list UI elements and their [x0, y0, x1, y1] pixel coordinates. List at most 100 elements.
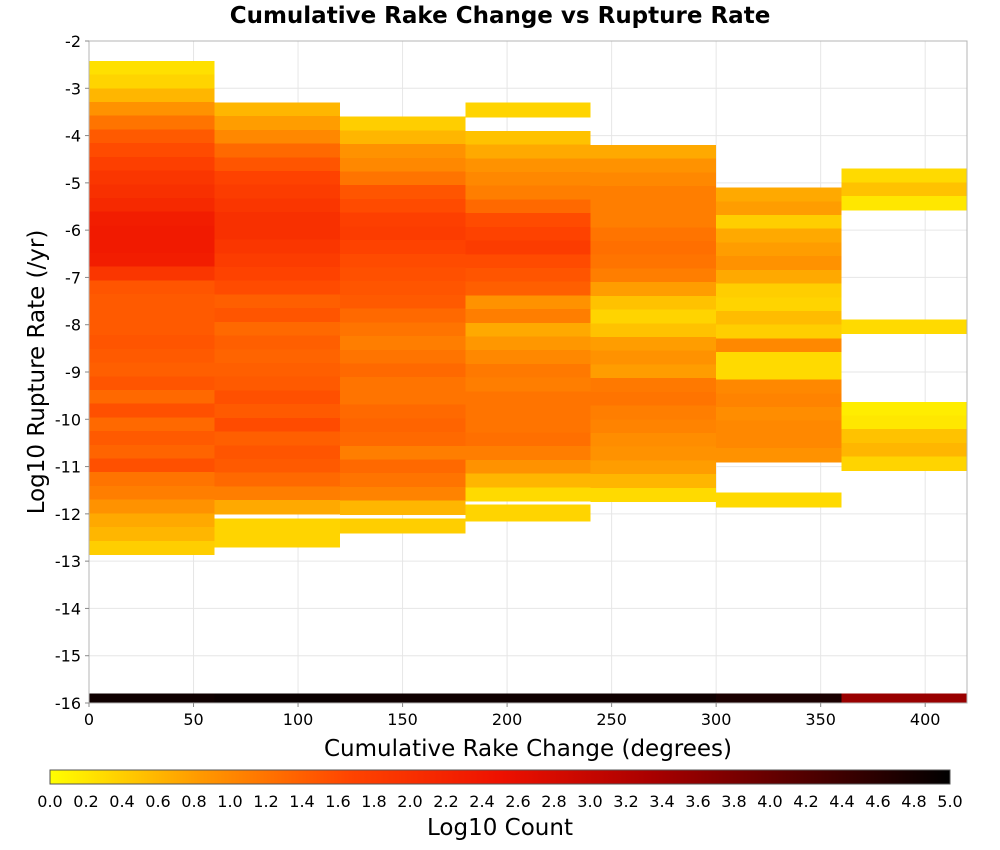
- colorbar-tick-label: 3.2: [613, 792, 638, 811]
- heatmap-cell: [841, 319, 967, 334]
- heatmap-cell: [716, 256, 842, 271]
- y-axis-ticks: -2 -3 -4 -5 -6 -7 -8 -9 -10 -11 -12 -13 -14 -15 -16: [55, 32, 89, 713]
- heatmap-cell: [590, 145, 717, 160]
- heatmap-cell: [214, 184, 340, 200]
- colorbar-tick-label: 4.6: [865, 792, 890, 811]
- heatmap-cell: [841, 168, 967, 183]
- heatmap-cell: [339, 308, 466, 323]
- heatmap-cells: [89, 60, 967, 704]
- heatmap-cell: [339, 473, 466, 488]
- colorbar-tick-label: 1.0: [217, 792, 242, 811]
- colorbar-tick-label: 0.2: [73, 792, 98, 811]
- heatmap-cell: [339, 294, 466, 310]
- heatmap-cell: [89, 540, 215, 556]
- heatmap-cell: [590, 460, 717, 475]
- colorbar-tick-label: 1.6: [325, 792, 350, 811]
- heatmap-cell: [590, 241, 717, 256]
- colorbar-tick-label: 4.8: [901, 792, 926, 811]
- y-tick-label: -16: [55, 694, 81, 713]
- heatmap-cell: [214, 116, 340, 131]
- heatmap-cell: [716, 448, 842, 463]
- heatmap-cell: [214, 472, 340, 488]
- heatmap-cell: [716, 215, 842, 230]
- colorbar-tick-label: 4.0: [757, 792, 782, 811]
- heatmap-cell: [89, 197, 215, 213]
- y-tick-label: -12: [55, 505, 81, 524]
- y-tick-label: -7: [65, 268, 81, 287]
- colorbar-tick-label: 0.6: [145, 792, 170, 811]
- chart-title: Cumulative Rake Change vs Rupture Rate: [230, 3, 771, 29]
- heatmap-cell: [89, 499, 215, 514]
- colorbar-tick-label: 4.4: [829, 792, 854, 811]
- heatmap-cell: [339, 445, 466, 461]
- heatmap-cell: [465, 504, 591, 522]
- heatmap-cell: [590, 199, 717, 215]
- heatmap-cell: [716, 297, 842, 312]
- y-tick-label: -2: [65, 32, 81, 51]
- colorbar-tick-label: 2.8: [541, 792, 566, 811]
- heatmap-cell: [214, 212, 340, 227]
- y-tick-label: -15: [55, 647, 81, 666]
- colorbar-tick-label: 2.4: [469, 792, 494, 811]
- heatmap-cell: [841, 693, 967, 704]
- heatmap-cell: [465, 350, 591, 365]
- x-tick-label: 350: [805, 710, 836, 729]
- heatmap-cell: [339, 157, 466, 173]
- heatmap-cell: [339, 518, 466, 534]
- heatmap-cell: [214, 198, 340, 213]
- heatmap-cell: [339, 390, 466, 406]
- heatmap-cell: [465, 336, 591, 351]
- x-tick-label: 250: [596, 710, 627, 729]
- heatmap-cell: [590, 254, 717, 270]
- heatmap-cell: [716, 324, 842, 340]
- heatmap-cell: [716, 693, 842, 704]
- heatmap-cell: [465, 391, 591, 406]
- heatmap-cell: [339, 486, 466, 502]
- colorbar-tick-label: 0.8: [181, 792, 206, 811]
- heatmap-cell: [716, 242, 842, 257]
- heatmap-cell: [89, 472, 215, 487]
- heatmap-cell: [89, 458, 215, 473]
- heatmap-cell: [89, 266, 215, 281]
- heatmap-cell: [89, 143, 215, 158]
- heatmap-cell: [841, 415, 967, 430]
- heatmap-cell: [89, 321, 215, 336]
- y-tick-label: -6: [65, 221, 81, 240]
- heatmap-cell: [465, 130, 591, 146]
- heatmap-cell: [590, 432, 717, 448]
- x-tick-label: 300: [701, 710, 732, 729]
- heatmap-cell: [214, 294, 340, 309]
- colorbar-ticks: 0.0 0.2 0.4 0.6 0.8 1.0 1.2 1.4 1.6 1.8 2.0 2.2 2.4 2…: [37, 792, 962, 811]
- heatmap-cell: [465, 240, 591, 255]
- heatmap-cell: [465, 226, 591, 242]
- heatmap-cell: [339, 144, 466, 159]
- heatmap-cell: [339, 432, 466, 447]
- colorbar-tick-label: 1.2: [253, 792, 278, 811]
- heatmap-cell: [89, 129, 215, 144]
- heatmap-cell: [590, 350, 717, 366]
- colorbar-tick-label: 2.2: [433, 792, 458, 811]
- heatmap-cell: [214, 431, 340, 446]
- heatmap-cell: [339, 693, 466, 704]
- heatmap-cell: [89, 74, 215, 89]
- x-tick-label: 100: [283, 710, 314, 729]
- colorbar-tick-label: 3.6: [685, 792, 710, 811]
- heatmap-cell: [465, 281, 591, 296]
- heatmap-cell: [465, 459, 591, 475]
- colorbar: [49, 769, 951, 785]
- y-tick-label: -8: [65, 316, 81, 335]
- heatmap-cell: [716, 283, 842, 298]
- colorbar-tick-label: 2.6: [505, 792, 530, 811]
- heatmap-cell: [716, 492, 842, 508]
- heatmap-cell: [214, 171, 340, 186]
- heatmap-cell: [89, 280, 215, 295]
- heatmap-cell: [339, 377, 466, 392]
- heatmap-cell: [214, 253, 340, 268]
- heatmap-cell: [465, 267, 591, 283]
- heatmap-cell: [465, 377, 591, 392]
- heatmap-cell: [590, 309, 717, 324]
- heatmap-cell: [841, 442, 967, 458]
- heatmap-cell: [214, 143, 340, 158]
- heatmap-cell: [590, 391, 717, 407]
- y-tick-label: -4: [65, 127, 81, 146]
